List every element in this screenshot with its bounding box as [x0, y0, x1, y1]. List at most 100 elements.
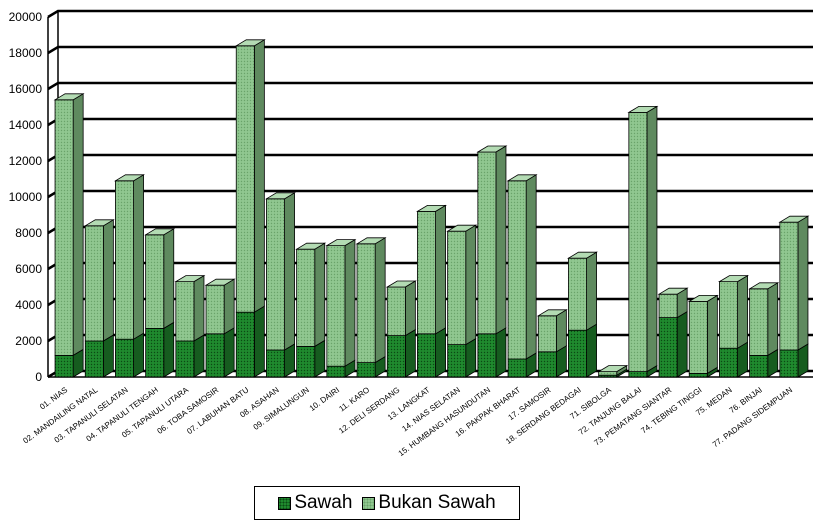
- bar-side-bukan-sawah: [253, 39, 265, 313]
- bar-top: [385, 280, 417, 288]
- bar-top: [597, 365, 629, 373]
- bar-bukan-sawah: [84, 225, 104, 342]
- bar-bukan-sawah: [688, 300, 708, 374]
- bar-bukan-sawah: [779, 221, 799, 351]
- bar-sawah: [84, 340, 104, 378]
- bar-bukan-sawah: [417, 210, 436, 335]
- bar-side-bukan-sawah: [314, 242, 326, 348]
- bar-side-bukan-sawah: [706, 294, 718, 375]
- bar-side-bukan-sawah: [435, 204, 446, 335]
- bar-sawah: [779, 349, 799, 378]
- bar-bukan-sawah: [205, 284, 225, 335]
- legend-swatch-sawah: [278, 496, 292, 510]
- bar-sawah: [175, 340, 195, 378]
- bar-side-sawah: [253, 305, 265, 378]
- bar-side-bukan-sawah: [525, 174, 537, 360]
- bar-top: [325, 239, 357, 247]
- bar-sawah: [145, 327, 165, 378]
- bar-top: [687, 294, 719, 302]
- x-tick-label: 10. DAIRI: [308, 385, 341, 413]
- bar-side-sawah: [676, 310, 688, 378]
- bar-sawah: [235, 311, 255, 378]
- y-tick-label: 12000: [9, 154, 43, 168]
- y-tick-label: 14000: [9, 118, 43, 132]
- bar-top: [657, 287, 689, 295]
- bar-top: [717, 275, 750, 283]
- gridline: [47, 153, 813, 163]
- bar-sawah: [719, 347, 738, 378]
- bar-top: [234, 39, 266, 47]
- bar-side-bukan-sawah: [495, 145, 507, 335]
- y-tick-label: 16000: [9, 82, 43, 96]
- bar-sawah: [266, 349, 285, 378]
- bar-sawah: [568, 329, 587, 378]
- bar-side-bukan-sawah: [737, 274, 748, 349]
- bar-side-sawah: [465, 337, 477, 378]
- bar-bukan-sawah: [658, 293, 678, 319]
- bar-bukan-sawah: [749, 288, 769, 356]
- bar-side-bukan-sawah: [374, 237, 386, 364]
- bar-bukan-sawah: [598, 371, 618, 376]
- bar-top: [113, 174, 146, 182]
- bar-sawah: [537, 351, 557, 378]
- y-tick-label: 6000: [15, 262, 42, 276]
- bar-top: [295, 242, 327, 250]
- bar-side-sawah: [404, 328, 416, 378]
- bars: [53, 39, 810, 378]
- bar-bukan-sawah: [537, 315, 557, 353]
- bar-bukan-sawah: [628, 112, 648, 373]
- bar-top: [264, 192, 297, 200]
- bar-bukan-sawah: [266, 198, 285, 351]
- bar-top: [174, 275, 206, 283]
- legend-label-bukan-sawah: Bukan Sawah: [378, 492, 496, 513]
- bar-sawah: [658, 317, 678, 378]
- bar-bukan-sawah: [54, 99, 74, 356]
- bar-top: [415, 204, 448, 212]
- bar-sawah: [477, 333, 497, 378]
- bar-side-bukan-sawah: [586, 251, 597, 331]
- bar-side-sawah: [586, 323, 597, 378]
- bar-sawah: [628, 371, 648, 378]
- gridline: [47, 189, 813, 199]
- bar-side-bukan-sawah: [797, 215, 809, 351]
- y-tick-label: 0: [35, 370, 42, 384]
- y-tick-label: 18000: [9, 46, 43, 60]
- bar-sawah: [54, 354, 74, 378]
- y-tick-labels: 0 2000 4000 6000 8000 10000 12000 14000 16000 180…: [9, 10, 43, 384]
- bar-bukan-sawah: [568, 257, 587, 331]
- bar-sawah: [296, 345, 316, 378]
- bar-side-sawah: [193, 334, 205, 378]
- bar-side-bukan-sawah: [646, 105, 658, 373]
- y-tick-label: 2000: [15, 334, 42, 348]
- bar-top: [476, 145, 508, 153]
- bar-top: [566, 251, 599, 259]
- bar-top: [778, 215, 810, 223]
- bar-side-bukan-sawah: [284, 192, 295, 351]
- bar-bukan-sawah: [477, 151, 497, 335]
- gridline: [47, 45, 813, 55]
- y-tick-label: 4000: [15, 298, 42, 312]
- bar-side-sawah: [495, 327, 507, 378]
- bar-side-bukan-sawah: [163, 228, 175, 330]
- bar-bukan-sawah: [386, 286, 406, 336]
- bar-bukan-sawah: [356, 243, 376, 364]
- bar-side-bukan-sawah: [72, 93, 84, 357]
- bar-side-sawah: [163, 321, 175, 378]
- bar-bukan-sawah: [296, 248, 316, 347]
- bar-bukan-sawah: [447, 230, 467, 345]
- bar-top: [536, 309, 568, 317]
- bar-side-bukan-sawah: [404, 280, 416, 337]
- bar-side-sawah: [102, 334, 114, 378]
- y-tick-label: 10000: [9, 190, 43, 204]
- gridline: [47, 81, 813, 91]
- chart-legend: Sawah Bukan Sawah: [254, 486, 520, 520]
- bar-top: [144, 228, 176, 236]
- bar-sawah: [507, 358, 527, 378]
- bar-side-bukan-sawah: [193, 274, 205, 342]
- bar-top: [83, 219, 115, 227]
- y-tick-label: 8000: [15, 226, 42, 240]
- bar-side-bukan-sawah: [767, 282, 779, 357]
- legend-item-bukan-sawah: Bukan Sawah: [362, 492, 496, 514]
- bar-bukan-sawah: [326, 245, 346, 367]
